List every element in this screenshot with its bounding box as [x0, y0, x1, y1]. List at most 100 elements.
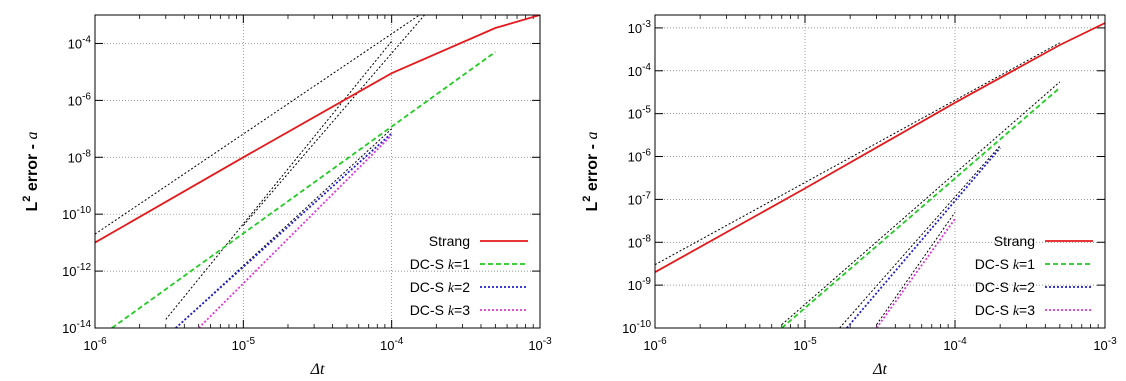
legend-label: DC-S k=2 — [410, 279, 471, 296]
y-label-main: L — [24, 201, 41, 211]
y-tick-label: 10-10 — [62, 205, 91, 222]
legend-name: DC-S — [975, 279, 1013, 295]
tick-base: 10 — [628, 64, 642, 79]
tick-exponent: -4 — [642, 62, 651, 73]
legend-name: DC-S — [410, 279, 448, 295]
series-line-strang — [655, 22, 1105, 273]
legend-variable: k — [448, 281, 455, 296]
y-tick-label: 10-14 — [62, 319, 91, 336]
legend-variable: k — [1013, 304, 1020, 319]
tick-exponent: -5 — [642, 105, 651, 116]
tick-exponent: -10 — [77, 205, 92, 216]
y-tick-label: 10-4 — [68, 34, 92, 51]
x-axis-label: Δt — [310, 361, 325, 378]
left-panel: 10-6 10-5 10-4 10-310-1410-1210-1010-810-61… — [21, 14, 552, 378]
y-tick-label: 10-8 — [628, 233, 652, 250]
tick-exponent: -5 — [246, 336, 255, 347]
tick-exponent: -6 — [82, 91, 91, 102]
tick-exponent: -10 — [637, 319, 652, 330]
legend-label: DC-S k=3 — [410, 302, 471, 319]
reference-slope-line — [655, 42, 1061, 266]
y-label-text: error - — [584, 140, 601, 196]
reference-slope-line — [95, 15, 421, 235]
legend-label: DC-S k=1 — [975, 256, 1036, 273]
y-tick-label: 10-8 — [68, 148, 92, 165]
x-tick-label: 10-3 — [1093, 336, 1117, 353]
tick-exponent: -4 — [82, 34, 91, 45]
legend-suffix: =2 — [454, 279, 470, 295]
tick-base: 10 — [68, 36, 82, 51]
series-line-strang — [95, 15, 540, 244]
tick-base: 10 — [628, 278, 642, 293]
tick-base: 10 — [380, 338, 394, 353]
legend-label: DC-S k=1 — [410, 256, 471, 273]
tick-base: 10 — [622, 321, 636, 336]
tick-base: 10 — [1093, 338, 1107, 353]
y-label-variable: a — [584, 132, 601, 140]
reference-slope-line — [839, 145, 1001, 328]
legend-name: Strang — [429, 233, 470, 249]
tick-base: 10 — [628, 107, 642, 122]
legend-name: DC-S — [975, 256, 1013, 272]
y-tick-label: 10-10 — [622, 319, 651, 336]
y-label-text: error - — [24, 140, 41, 196]
tick-exponent: -14 — [77, 319, 92, 330]
y-label-variable: a — [24, 132, 41, 140]
legend-label: DC-S k=3 — [975, 302, 1036, 319]
reference-slope-line — [242, 15, 426, 226]
tick-exponent: -4 — [958, 336, 967, 347]
y-tick-label: 10-3 — [628, 19, 652, 36]
tick-base: 10 — [943, 338, 957, 353]
tick-base: 10 — [232, 338, 246, 353]
tick-exponent: -7 — [642, 190, 651, 201]
tick-base: 10 — [83, 338, 97, 353]
y-tick-label: 10-5 — [628, 105, 652, 122]
tick-base: 10 — [628, 235, 642, 250]
y-axis-label: L2 error - a — [21, 132, 41, 212]
y-label-superscript: 2 — [21, 196, 33, 202]
reference-slope-line — [165, 40, 393, 320]
series-line-dcs-k3 — [198, 134, 393, 328]
plot-frame — [654, 14, 1106, 329]
legend-name: DC-S — [410, 302, 448, 318]
legend-name: Strang — [994, 233, 1035, 249]
tick-base: 10 — [62, 321, 76, 336]
plot-frame — [94, 14, 541, 329]
y-tick-label: 10-6 — [68, 91, 92, 108]
x-tick-label: 10-5 — [232, 336, 256, 353]
tick-base: 10 — [68, 150, 82, 165]
y-tick-label: 10-9 — [628, 276, 652, 293]
x-tick-label: 10-5 — [793, 336, 817, 353]
legend-label: Strang — [429, 233, 470, 249]
tick-base: 10 — [528, 338, 542, 353]
legend-suffix: =2 — [1019, 279, 1035, 295]
tick-exponent: -8 — [642, 233, 651, 244]
tick-base: 10 — [643, 338, 657, 353]
legend-variable: k — [1013, 258, 1020, 273]
tick-base: 10 — [628, 192, 642, 207]
x-axis-label: Δt — [872, 361, 887, 378]
series-line-dcs-k3 — [875, 218, 956, 328]
legend-suffix: =3 — [1019, 302, 1035, 318]
tick-base: 10 — [793, 338, 807, 353]
y-tick-label: 10-7 — [628, 190, 652, 207]
tick-exponent: -5 — [808, 336, 817, 347]
tick-base: 10 — [628, 21, 642, 36]
y-tick-label: 10-6 — [628, 148, 652, 165]
x-tick-label: 10-4 — [943, 336, 967, 353]
x-tick-label: 10-6 — [643, 336, 667, 353]
tick-base: 10 — [68, 93, 82, 108]
reference-slope-line — [781, 81, 1061, 325]
y-tick-label: 10-4 — [628, 62, 652, 79]
tick-exponent: -12 — [77, 262, 92, 273]
tick-base: 10 — [62, 207, 76, 222]
tick-exponent: -3 — [1108, 336, 1117, 347]
legend-label: Strang — [994, 233, 1035, 249]
series-line-dcs-k1 — [781, 87, 1061, 328]
x-tick-label: 10-3 — [528, 336, 552, 353]
tick-exponent: -9 — [642, 276, 651, 287]
x-tick-label: 10-6 — [83, 336, 107, 353]
tick-exponent: -8 — [82, 148, 91, 159]
